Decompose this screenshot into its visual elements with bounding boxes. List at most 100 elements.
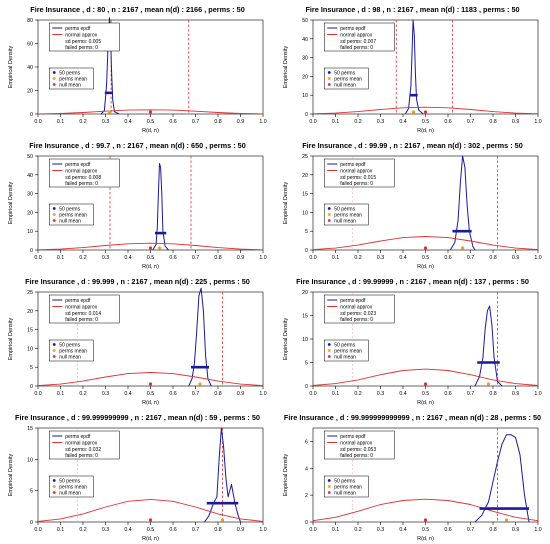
legend-perms-mean: perms mean [59, 77, 87, 83]
x-tick-label: 0.8 [214, 527, 221, 533]
y-tick-label: 0 [30, 520, 33, 526]
legend-box-points [49, 203, 94, 226]
legend-perms-mean: perms mean [334, 349, 362, 355]
x-tick-label: 0.8 [214, 391, 221, 397]
legend-box-points [324, 67, 369, 90]
legend-swatch-perms-mean [52, 213, 56, 216]
x-tick-label: 0.0 [309, 255, 316, 261]
x-tick-label: 0.4 [124, 255, 131, 261]
y-axis-label: Empirical Density [8, 318, 14, 361]
y-tick-label: 30 [302, 56, 308, 62]
x-tick-label: 0.8 [489, 391, 496, 397]
legend-normal-approx: normal approx [340, 305, 372, 311]
legend-normal-approx: normal approx [340, 441, 372, 447]
x-tick-label: 1.0 [534, 119, 541, 125]
perms-mean-point [461, 246, 465, 250]
y-axis-label: Empirical Density [283, 454, 289, 497]
panel-3: Fire Insurance , d : 99.7 , n : 2167 , m… [8, 141, 267, 270]
legend-swatch-null-mean [52, 355, 56, 358]
x-tick-label: 0.9 [512, 391, 519, 397]
legend-perms-epdf: perms epdf [340, 434, 366, 440]
x-tick-label: 0.0 [34, 119, 41, 125]
y-tick-label: 10 [27, 346, 33, 352]
x-tick-label: 0.5 [422, 119, 429, 125]
x-tick-label: 0.7 [467, 391, 474, 397]
x-tick-label: 0.8 [214, 255, 221, 261]
panel-title: Fire Insurance , d : 99.999999999999 , n… [284, 413, 541, 422]
y-tick-label: 50 [27, 154, 33, 160]
x-axis-label: R(d, n) [417, 536, 434, 542]
perms-mean-point [486, 382, 491, 386]
y-axis-label: Empirical Density [283, 182, 289, 225]
x-tick-label: 0.4 [399, 391, 406, 397]
y-tick-label: 0 [305, 112, 308, 118]
legend-swatch-perms [327, 71, 331, 74]
x-tick-label: 0.1 [57, 527, 64, 533]
panel-title: Fire Insurance , d : 99.99 , n : 2167 , … [302, 141, 523, 150]
legend-perms-epdf: perms epdf [340, 162, 366, 168]
legend-sd-perms: sd perms: 0.015 [340, 175, 376, 181]
x-tick-label: 0.4 [399, 527, 406, 533]
x-tick-label: 0.5 [147, 527, 154, 533]
legend-failed-perms: failed perms: 0 [340, 317, 373, 323]
x-tick-label: 0.2 [79, 527, 86, 533]
legend-perms-mean: perms mean [334, 485, 362, 491]
legend-sd-perms: sd perms: 0.007 [340, 39, 376, 45]
x-tick-label: 0.2 [354, 119, 361, 125]
y-tick-label: 6 [305, 439, 308, 445]
normal-approx-line [37, 109, 264, 115]
y-tick-label: 10 [302, 337, 308, 343]
x-axis-label: R(d, n) [142, 400, 159, 406]
legend-swatch-null-mean [327, 83, 331, 86]
y-tick-label: 25 [27, 290, 33, 296]
x-tick-label: 0.3 [102, 119, 109, 125]
x-tick-label: 1.0 [534, 255, 541, 261]
perms-mean-point [198, 382, 202, 386]
normal-approx-line [312, 498, 539, 522]
x-tick-label: 0.0 [309, 391, 316, 397]
legend-box-points [324, 339, 369, 362]
legend-swatch-perms-mean [52, 77, 56, 80]
x-tick-label: 0.8 [489, 527, 496, 533]
x-tick-label: 0.2 [79, 119, 86, 125]
legend-swatch-perms-mean [327, 213, 331, 216]
x-tick-label: 0.7 [467, 527, 474, 533]
legend-swatch-perms [327, 479, 331, 482]
normal-approx-line [312, 236, 539, 251]
normal-approx-line [312, 368, 539, 386]
legend-swatch-null-mean [327, 355, 331, 358]
legend-normal-approx: normal approx [340, 169, 372, 175]
y-tick-label: 60 [27, 42, 33, 48]
x-tick-label: 0.5 [147, 119, 154, 125]
legend-swatch-perms [52, 479, 56, 482]
legend-normal-approx: normal approx [65, 441, 97, 447]
y-tick-label: 10 [302, 210, 308, 216]
x-tick-label: 0.6 [444, 255, 451, 261]
legend-perms-mean: perms mean [59, 349, 87, 355]
legend-swatch-perms [52, 207, 56, 210]
panel-title: Fire Insurance , d : 99.7 , n : 2167 , m… [29, 141, 246, 150]
y-tick-label: 5 [30, 365, 33, 371]
null-mean-point [148, 518, 153, 522]
legend-null-mean: null mean [334, 491, 356, 497]
x-tick-label: 0.7 [467, 255, 474, 261]
x-axis-label: R(d, n) [142, 264, 159, 270]
perms-epdf-line [474, 305, 503, 387]
x-tick-label: 0.7 [192, 527, 199, 533]
x-tick-label: 0.3 [377, 119, 384, 125]
x-tick-label: 0.1 [332, 391, 339, 397]
legend-null-mean: null mean [59, 491, 81, 497]
legend-50-perms: 50 perms [334, 71, 355, 77]
legend-failed-perms: failed perms: 0 [340, 45, 373, 51]
perms-epdf-line [449, 155, 476, 251]
y-tick-label: 0 [30, 112, 33, 118]
legend-perms-mean: perms mean [59, 485, 87, 491]
x-axis-label: R(d, n) [142, 536, 159, 542]
y-tick-label: 10 [27, 229, 33, 235]
y-tick-label: 40 [302, 37, 308, 43]
legend-null-mean: null mean [59, 219, 81, 225]
x-tick-label: 0.5 [422, 255, 429, 261]
legend-swatch-null-mean [327, 219, 331, 222]
y-axis-label: Empirical Density [8, 46, 14, 89]
legend-sd-perms: sd perms: 0.023 [340, 311, 376, 317]
